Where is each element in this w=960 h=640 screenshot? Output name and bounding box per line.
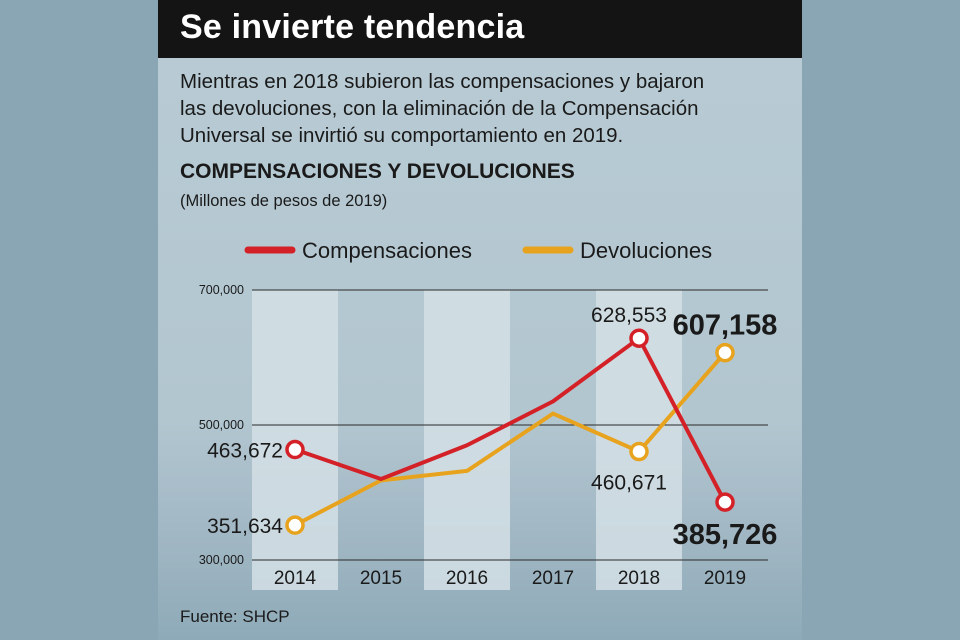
legend-label: Compensaciones	[302, 238, 472, 263]
data-label: 460,671	[591, 472, 667, 495]
data-point	[715, 342, 735, 363]
chart-subtitle: (Millones de pesos de 2019)	[180, 192, 388, 210]
data-label: 607,158	[673, 310, 778, 342]
data-point	[629, 328, 649, 348]
data-label: 351,634	[207, 515, 283, 538]
y-tick-label: 500,000	[199, 418, 244, 432]
x-tick-label: 2018	[618, 568, 660, 589]
intro-line: Mientras en 2018 subieron las compensaci…	[180, 70, 705, 93]
page-title: Se invierte tendencia	[180, 8, 525, 46]
chart-title: COMPENSACIONES Y DEVOLUCIONES	[180, 160, 575, 183]
intro-line: Universal se invirtió su comportamiento …	[180, 124, 624, 147]
intro-line: las devoluciones, con la eliminación de …	[180, 97, 699, 120]
data-label: 463,672	[207, 440, 283, 463]
column-band	[424, 290, 510, 590]
legend-label: Devoluciones	[580, 238, 712, 263]
x-tick-label: 2019	[704, 568, 746, 589]
source-note: Fuente: SHCP	[180, 607, 290, 626]
data-point	[629, 441, 649, 462]
data-label: 385,726	[673, 519, 778, 551]
x-tick-label: 2015	[360, 568, 402, 589]
x-tick-label: 2017	[532, 568, 574, 589]
data-point	[285, 439, 305, 460]
data-point	[715, 492, 735, 512]
line-chart: 300,000 500,000 700,000 2014 2015 2016 2017 201…	[199, 238, 778, 590]
intro-text: Mientras en 2018 subieron las compensaci…	[180, 68, 780, 149]
title-bar: Se invierte tendencia	[158, 0, 802, 58]
series-line	[293, 336, 727, 505]
infographic-card: Se invierte tendencia Mientras en 2018 s…	[158, 0, 802, 640]
x-tick-label: 2014	[274, 568, 317, 589]
data-label: 628,553	[591, 304, 667, 327]
y-tick-label: 700,000	[199, 283, 244, 297]
y-tick-label: 300,000	[199, 553, 244, 567]
series-line	[293, 350, 727, 528]
x-tick-label: 2016	[446, 568, 488, 589]
data-point	[285, 515, 305, 535]
